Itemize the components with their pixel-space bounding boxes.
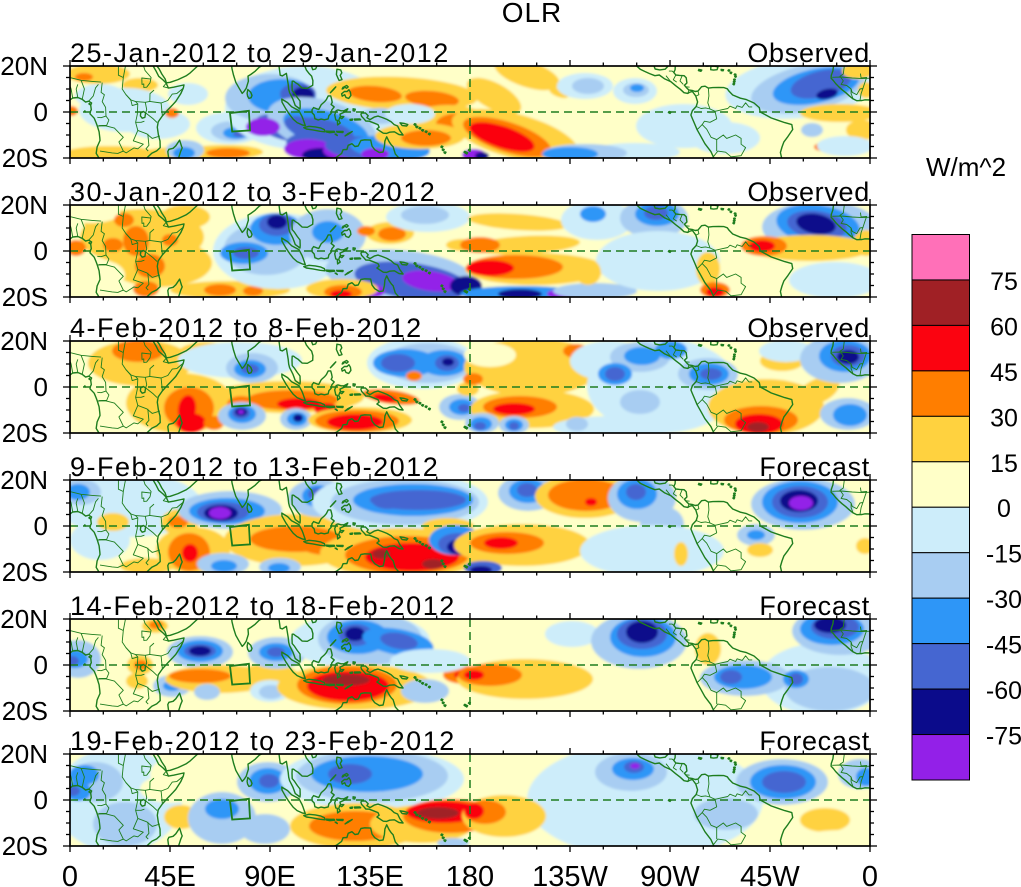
svg-text:-30: -30 (986, 586, 1021, 614)
svg-text:Forecast: Forecast (759, 591, 870, 621)
svg-text:135E: 135E (336, 861, 404, 887)
svg-text:0: 0 (34, 97, 48, 127)
svg-text:9-Feb-2012 to 13-Feb-2012: 9-Feb-2012 to 13-Feb-2012 (70, 452, 439, 482)
svg-text:20N: 20N (0, 190, 48, 220)
svg-text:0: 0 (34, 785, 48, 815)
svg-text:135W: 135W (532, 861, 608, 887)
svg-text:20N: 20N (0, 604, 48, 634)
svg-text:45W: 45W (740, 861, 800, 887)
svg-text:60: 60 (990, 313, 1018, 341)
svg-text:0: 0 (997, 495, 1011, 523)
svg-text:Forecast: Forecast (759, 726, 870, 756)
svg-text:W/m^2: W/m^2 (926, 152, 1006, 182)
svg-text:0: 0 (34, 511, 48, 541)
svg-text:45E: 45E (144, 861, 196, 887)
svg-text:20N: 20N (0, 739, 48, 769)
svg-text:-45: -45 (986, 632, 1021, 660)
svg-text:-60: -60 (986, 677, 1021, 705)
svg-text:20S: 20S (2, 282, 48, 312)
svg-text:4-Feb-2012 to 8-Feb-2012: 4-Feb-2012 to 8-Feb-2012 (70, 313, 423, 343)
svg-text:20S: 20S (2, 831, 48, 861)
svg-text:20S: 20S (2, 418, 48, 448)
svg-text:30: 30 (990, 404, 1018, 432)
svg-text:Forecast: Forecast (759, 452, 870, 482)
svg-text:25-Jan-2012 to 29-Jan-2012: 25-Jan-2012 to 29-Jan-2012 (70, 38, 450, 68)
svg-text:30-Jan-2012 to 3-Feb-2012: 30-Jan-2012 to 3-Feb-2012 (70, 177, 436, 207)
svg-text:15: 15 (990, 450, 1018, 478)
svg-text:14-Feb-2012 to 18-Feb-2012: 14-Feb-2012 to 18-Feb-2012 (70, 591, 456, 621)
svg-text:0: 0 (34, 650, 48, 680)
svg-text:0: 0 (34, 372, 48, 402)
svg-text:20N: 20N (0, 326, 48, 356)
svg-text:20S: 20S (2, 696, 48, 726)
svg-text:0: 0 (62, 861, 78, 887)
svg-text:90E: 90E (244, 861, 296, 887)
svg-text:45: 45 (990, 359, 1018, 387)
svg-text:20N: 20N (0, 51, 48, 81)
svg-text:0: 0 (34, 236, 48, 266)
svg-text:180: 180 (446, 861, 494, 887)
svg-text:-75: -75 (986, 723, 1021, 751)
svg-text:OLR: OLR (502, 0, 563, 28)
svg-text:Observed: Observed (747, 38, 870, 68)
svg-text:20S: 20S (2, 143, 48, 173)
svg-text:0: 0 (862, 861, 878, 887)
svg-text:75: 75 (990, 268, 1018, 296)
svg-text:20N: 20N (0, 465, 48, 495)
svg-text:19-Feb-2012 to 23-Feb-2012: 19-Feb-2012 to 23-Feb-2012 (70, 726, 456, 756)
svg-text:-15: -15 (986, 541, 1021, 569)
svg-text:20S: 20S (2, 557, 48, 587)
svg-text:90W: 90W (640, 861, 700, 887)
svg-text:Observed: Observed (747, 313, 870, 343)
svg-text:Observed: Observed (747, 177, 870, 207)
